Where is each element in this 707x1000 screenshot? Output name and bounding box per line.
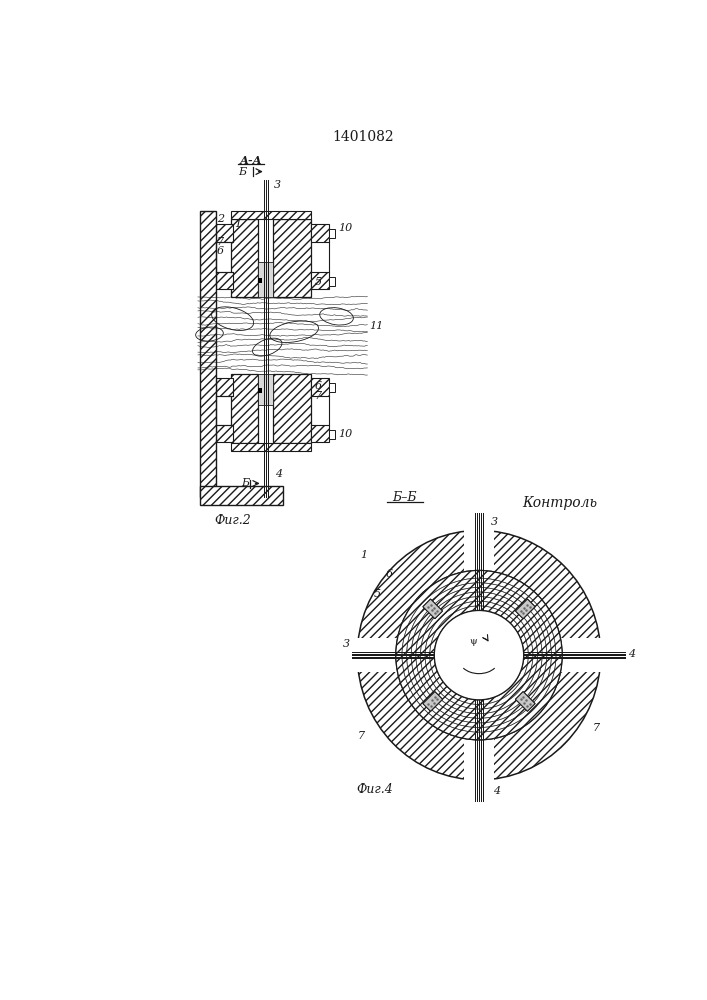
Text: 4: 4	[628, 649, 635, 659]
Polygon shape	[352, 638, 625, 672]
Text: 1: 1	[235, 219, 242, 229]
Text: 5: 5	[315, 277, 322, 287]
Text: Фиг.2: Фиг.2	[214, 514, 251, 527]
Text: Б–Б: Б–Б	[392, 491, 416, 504]
Polygon shape	[329, 383, 335, 392]
Polygon shape	[311, 378, 329, 396]
Polygon shape	[423, 599, 443, 619]
Ellipse shape	[396, 570, 562, 740]
Text: 3: 3	[344, 639, 351, 649]
Text: 11: 11	[369, 321, 383, 331]
Text: ψ: ψ	[469, 637, 477, 646]
Text: 6: 6	[385, 569, 393, 579]
Polygon shape	[216, 272, 233, 289]
Polygon shape	[231, 374, 258, 443]
Polygon shape	[311, 272, 329, 289]
Polygon shape	[329, 430, 335, 439]
Polygon shape	[423, 692, 443, 711]
Text: 7: 7	[315, 391, 322, 401]
Text: 1401082: 1401082	[332, 130, 394, 144]
Polygon shape	[258, 374, 274, 405]
Text: 10: 10	[338, 429, 352, 439]
Polygon shape	[464, 513, 494, 801]
Polygon shape	[515, 692, 535, 711]
Polygon shape	[515, 692, 535, 711]
Text: 4: 4	[493, 786, 500, 796]
Polygon shape	[274, 219, 311, 297]
Text: 7: 7	[358, 731, 365, 741]
Polygon shape	[515, 599, 535, 619]
Text: 5: 5	[373, 589, 380, 599]
Text: 6: 6	[217, 246, 224, 256]
Polygon shape	[216, 224, 233, 242]
Text: 6: 6	[315, 381, 322, 391]
Polygon shape	[200, 486, 283, 505]
Text: 10: 10	[338, 223, 352, 233]
Polygon shape	[311, 224, 329, 242]
Text: Контроль: Контроль	[522, 496, 597, 510]
Polygon shape	[216, 425, 233, 442]
Ellipse shape	[396, 570, 562, 740]
Polygon shape	[515, 599, 535, 619]
Text: 3: 3	[491, 517, 498, 527]
Text: 4: 4	[275, 469, 282, 479]
Polygon shape	[231, 219, 258, 297]
Polygon shape	[423, 599, 443, 619]
Polygon shape	[258, 262, 274, 297]
Text: 3: 3	[274, 180, 281, 190]
Text: Фиг.4: Фиг.4	[356, 783, 393, 796]
Circle shape	[434, 610, 524, 700]
Polygon shape	[329, 229, 335, 238]
Text: Б: Б	[242, 478, 250, 488]
Text: А-А: А-А	[240, 155, 262, 166]
Polygon shape	[258, 278, 262, 283]
Ellipse shape	[357, 530, 601, 780]
Circle shape	[434, 610, 524, 700]
Polygon shape	[274, 374, 311, 443]
Text: 2: 2	[217, 214, 224, 224]
Polygon shape	[216, 378, 233, 396]
Polygon shape	[231, 211, 311, 219]
Polygon shape	[329, 277, 335, 286]
Polygon shape	[311, 425, 329, 442]
Text: 7: 7	[593, 723, 600, 733]
Polygon shape	[200, 211, 216, 497]
Polygon shape	[258, 388, 262, 393]
Text: Б: Б	[238, 167, 247, 177]
Polygon shape	[423, 692, 443, 711]
Text: 1: 1	[361, 550, 368, 560]
Polygon shape	[231, 443, 311, 451]
Text: 7: 7	[217, 237, 224, 247]
